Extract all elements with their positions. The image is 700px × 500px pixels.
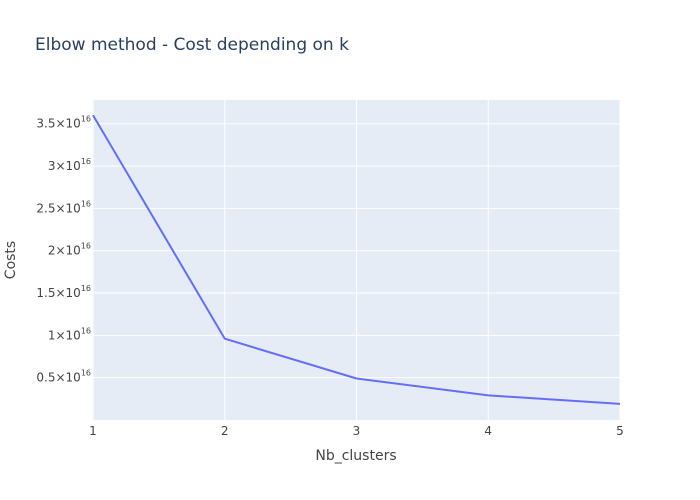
y-tick-exponent: 16: [81, 242, 91, 251]
x-axis-ticks: 1 2 3 4 5: [89, 424, 624, 438]
y-tick-label: 1×1016: [48, 326, 91, 342]
y-tick-mantissa: 3.5×10: [36, 117, 80, 131]
data-point: [90, 112, 96, 118]
x-tick-label: 2: [221, 424, 229, 438]
y-tick-mantissa: 1×10: [48, 328, 81, 342]
y-tick-mantissa: 3×10: [48, 159, 81, 173]
x-tick-label: 1: [89, 424, 97, 438]
data-point: [485, 392, 491, 398]
y-tick-exponent: 16: [81, 115, 91, 124]
y-tick-label: 3×1016: [48, 157, 91, 173]
data-point: [222, 336, 228, 342]
y-tick-exponent: 16: [81, 284, 91, 293]
y-tick-exponent: 16: [81, 199, 91, 208]
y-tick-label: 2×1016: [48, 242, 91, 258]
x-tick-label: 4: [484, 424, 492, 438]
chart-title: Elbow method - Cost depending on k: [35, 35, 349, 55]
x-axis-title: Nb_clusters: [315, 448, 396, 464]
y-tick-label: 3.5×1016: [36, 115, 91, 131]
y-tick-mantissa: 2.5×10: [36, 201, 80, 215]
data-point: [617, 401, 623, 407]
x-tick-label: 3: [353, 424, 361, 438]
y-tick-label: 0.5×1016: [36, 369, 91, 385]
grid-lines: [92, 100, 621, 420]
y-tick-exponent: 16: [81, 157, 91, 166]
y-tick-mantissa: 0.5×10: [36, 371, 80, 385]
series-layer: [90, 112, 623, 407]
y-tick-mantissa: 2×10: [48, 244, 81, 258]
x-tick-label: 5: [616, 424, 624, 438]
y-tick-label: 2.5×1016: [36, 199, 91, 215]
y-axis-title: Costs: [3, 241, 19, 279]
y-tick-mantissa: 1.5×10: [36, 286, 80, 300]
y-tick-label: 1.5×1016: [36, 284, 91, 300]
y-tick-exponent: 16: [81, 326, 91, 335]
y-axis-ticks: 0.5×10161×10161.5×10162×10162.5×10163×10…: [36, 115, 91, 385]
y-tick-exponent: 16: [81, 369, 91, 378]
series-line: [92, 114, 621, 405]
data-point: [354, 376, 360, 382]
